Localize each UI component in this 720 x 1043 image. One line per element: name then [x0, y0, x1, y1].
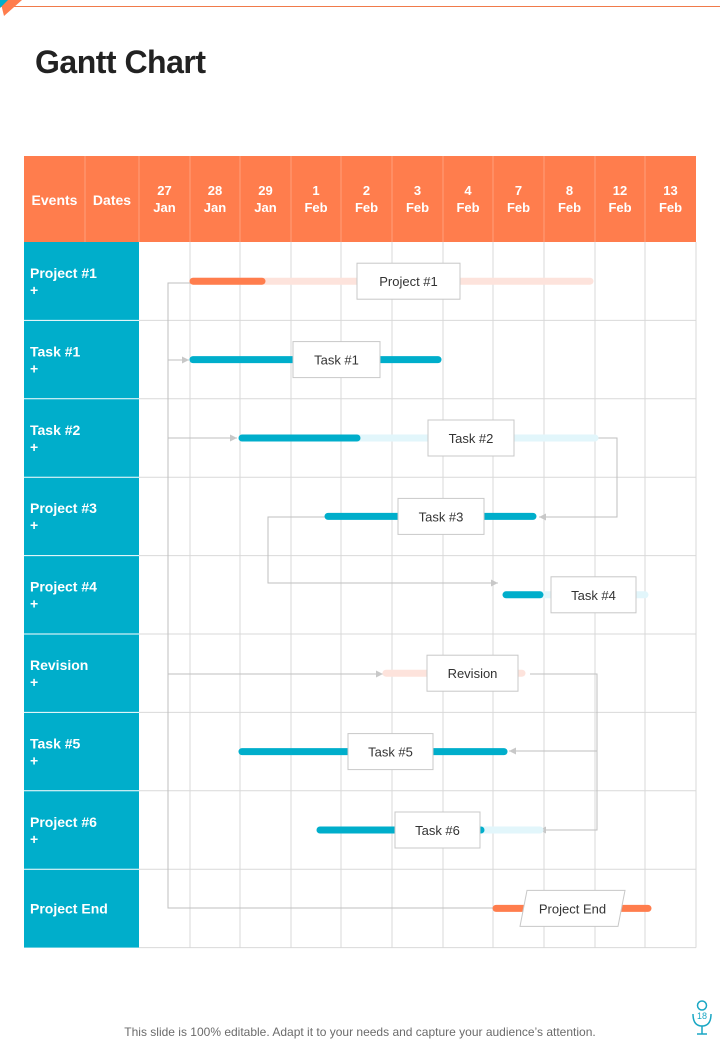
- event-label: Project #6: [30, 814, 97, 830]
- bar-label: Task #2: [449, 431, 494, 446]
- bar-label-box: [550, 576, 637, 614]
- event-plus: +: [30, 360, 38, 376]
- corner-accent-shape: [0, 0, 22, 16]
- date-month-label: Feb: [355, 200, 378, 215]
- footer-note: This slide is 100% editable. Adapt it to…: [124, 1025, 596, 1039]
- date-day-label: 4: [464, 183, 472, 198]
- page-title: Gantt Chart: [35, 44, 206, 80]
- event-label: Project #4: [30, 579, 97, 595]
- date-day-label: 3: [414, 183, 421, 198]
- date-month-label: Feb: [304, 200, 327, 215]
- bar-label-box: [397, 497, 485, 535]
- date-month-label: Feb: [659, 200, 682, 215]
- event-plus: +: [30, 831, 38, 847]
- date-month-label: Feb: [507, 200, 530, 215]
- event-plus: +: [30, 439, 38, 455]
- date-day-label: 7: [515, 183, 522, 198]
- date-month-label: Jan: [153, 200, 175, 215]
- gantt-chart: Events Dates 27 Jan 28 Jan 29 Jan 1 Feb 2 Feb 3 Feb 4 F…: [24, 156, 697, 949]
- date-day-label: 2: [363, 183, 370, 198]
- date-day-label: 12: [613, 183, 627, 198]
- bar-label-box: [292, 341, 381, 379]
- event-label: Revision: [30, 657, 88, 673]
- date-day-label: 13: [663, 183, 677, 198]
- bar-label: Task #5: [368, 745, 413, 760]
- bar-label-box: [394, 811, 481, 849]
- event-label: Task #2: [30, 422, 81, 438]
- bar-label-box: [347, 733, 434, 771]
- connector-arrow: [530, 673, 598, 834]
- event-plus: +: [30, 752, 38, 768]
- bar-label-box: [426, 654, 519, 692]
- connector-arrow: [539, 437, 618, 521]
- bar-label: Task #4: [571, 588, 616, 603]
- date-day-label: 27: [157, 183, 171, 198]
- bar-label: Task #3: [419, 509, 464, 524]
- bar-label: Revision: [448, 666, 498, 681]
- bar-label: Task #6: [415, 823, 460, 838]
- header-row: [24, 156, 696, 242]
- bar-label: Task #1: [314, 353, 359, 368]
- page-badge: 18: [688, 998, 716, 1038]
- event-label: Project #1: [30, 265, 97, 281]
- bar-label: Project End: [539, 901, 606, 916]
- bar-label-box: [356, 262, 461, 300]
- top-accent-line: [0, 6, 720, 7]
- bar-label-box: [427, 419, 515, 457]
- date-day-label: 8: [566, 183, 573, 198]
- date-month-label: Jan: [204, 200, 226, 215]
- connector-arrow: [267, 516, 498, 587]
- date-month-label: Feb: [406, 200, 429, 215]
- events-header: Events: [32, 192, 78, 208]
- bar-label-box: [519, 889, 626, 927]
- microphone-icon: [692, 1000, 712, 1035]
- date-day-label: 1: [312, 183, 319, 198]
- event-label: Project End: [30, 900, 108, 916]
- event-label: Task #1: [30, 343, 81, 359]
- events-column: [24, 242, 139, 948]
- date-month-label: Feb: [608, 200, 631, 215]
- dates-header: Dates: [93, 192, 131, 208]
- date-day-label: 29: [258, 183, 272, 198]
- date-month-label: Feb: [456, 200, 479, 215]
- date-month-label: Jan: [254, 200, 276, 215]
- event-plus: +: [30, 517, 38, 533]
- event-label: Task #5: [30, 735, 81, 751]
- event-label: Project #3: [30, 500, 97, 516]
- event-plus: +: [30, 282, 38, 298]
- date-day-label: 28: [208, 183, 222, 198]
- event-plus: +: [30, 596, 38, 612]
- event-plus: +: [30, 674, 38, 690]
- bar-label: Project #1: [379, 274, 438, 289]
- page-number: 18: [696, 1011, 707, 1021]
- date-month-label: Feb: [558, 200, 581, 215]
- connector-line: [167, 282, 493, 909]
